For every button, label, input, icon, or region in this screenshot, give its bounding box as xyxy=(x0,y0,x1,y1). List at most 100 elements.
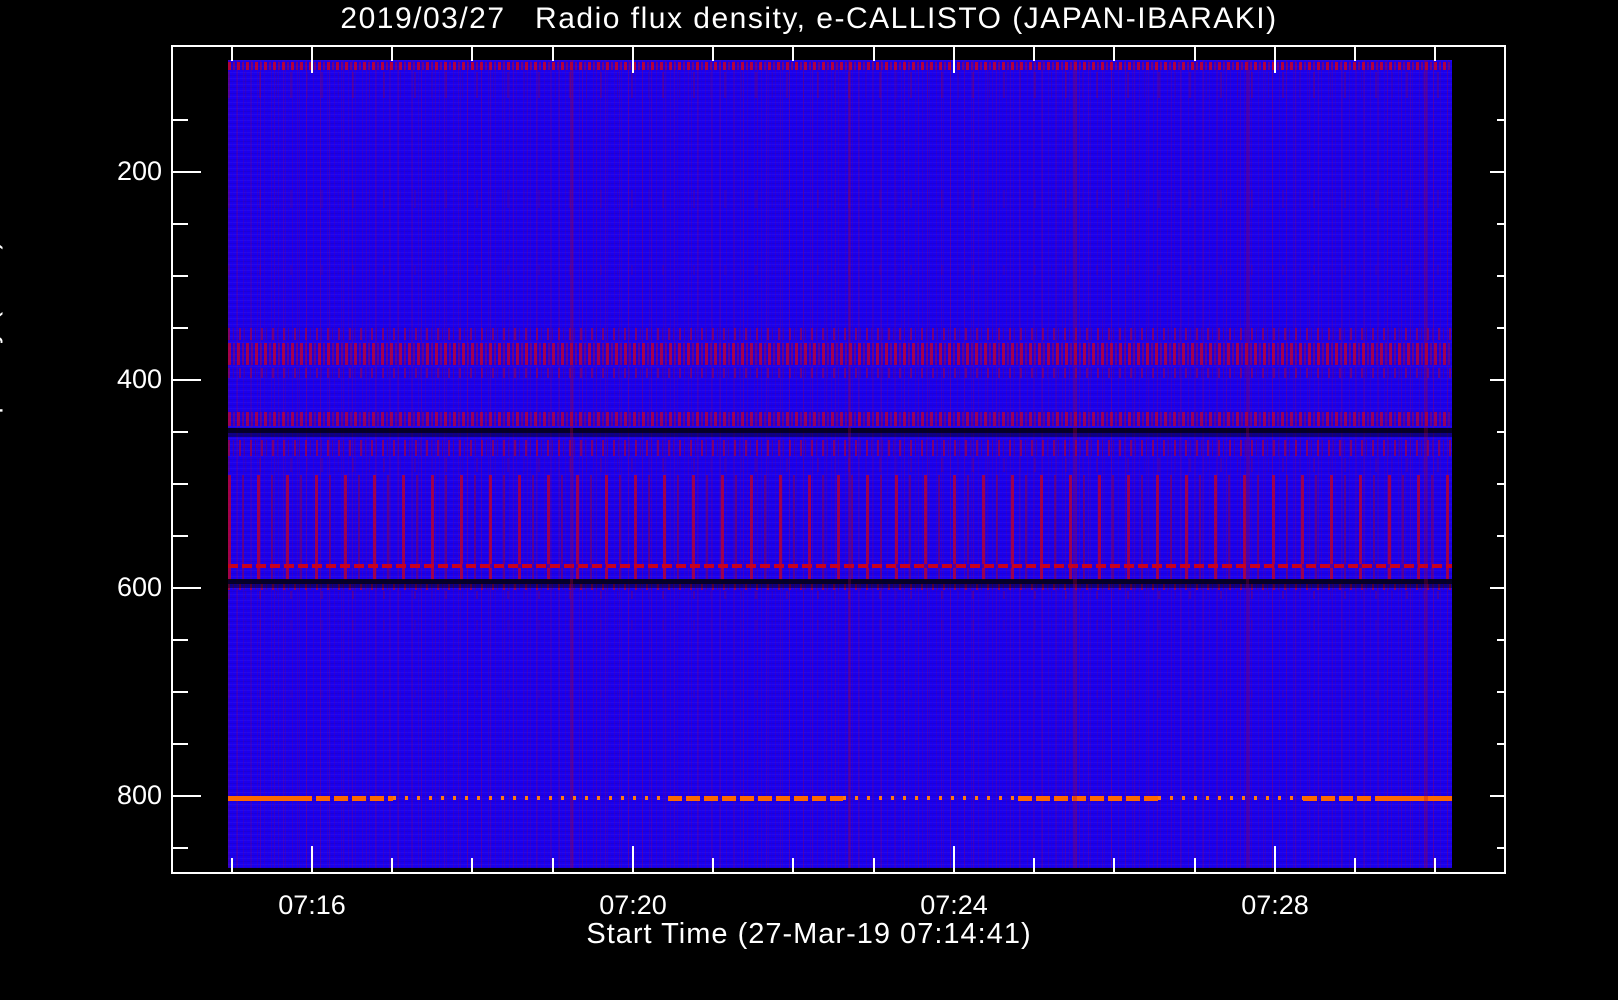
feature-orange-line-805mhz-seg4 xyxy=(668,796,843,801)
vertical-burst-column xyxy=(1424,60,1428,868)
x-major-tick-top xyxy=(1274,47,1276,73)
feature-orange-line-805mhz-seg2 xyxy=(298,796,393,801)
feature-transmitter-comb-region xyxy=(228,475,1452,580)
y-minor-tick-right xyxy=(1497,275,1506,277)
x-minor-tick xyxy=(1434,858,1436,872)
y-tick-label-400: 400 xyxy=(116,364,162,394)
x-tick-label-0716: 07:16 xyxy=(278,890,346,920)
feature-band-180mhz xyxy=(228,72,1452,98)
feature-bright-line-565mhz xyxy=(228,584,1452,590)
y-minor-tick xyxy=(173,639,188,641)
y-tick-label-800: 800 xyxy=(116,780,162,810)
y-minor-tick-right xyxy=(1497,119,1506,121)
x-minor-tick xyxy=(1113,858,1115,872)
x-minor-tick-top xyxy=(873,47,875,61)
y-minor-tick xyxy=(173,327,188,329)
x-minor-tick xyxy=(1033,858,1035,872)
feature-orange-line-805mhz-seg6 xyxy=(1018,796,1158,801)
feature-dark-line-595mhz xyxy=(228,579,1452,584)
vertical-burst-column xyxy=(570,60,573,868)
feature-band-385mhz xyxy=(228,368,1452,378)
feature-band-575mhz xyxy=(228,591,1452,599)
y-minor-tick-right xyxy=(1497,483,1506,485)
x-axis-title: Start Time (27-Mar-19 07:14:41) xyxy=(586,918,1032,950)
y-tick-label-200: 200 xyxy=(116,156,162,186)
y-minor-tick-right xyxy=(1497,743,1506,745)
y-minor-tick-right xyxy=(1497,327,1506,329)
x-minor-tick-top xyxy=(712,47,714,61)
x-major-tick xyxy=(311,846,313,872)
y-major-tick xyxy=(173,171,201,173)
feature-orange-line-805mhz-seg9 xyxy=(1383,796,1452,801)
x-tick-label-0728: 07:28 xyxy=(1241,890,1309,920)
x-minor-tick xyxy=(792,858,794,872)
x-minor-tick xyxy=(873,858,875,872)
feature-dark-halo-595mhz xyxy=(228,584,1452,588)
y-minor-tick-right xyxy=(1497,431,1506,433)
x-major-tick-top xyxy=(311,47,313,73)
x-minor-tick-top xyxy=(471,47,473,61)
plot-frame xyxy=(171,45,1506,874)
vertical-burst-column xyxy=(1246,60,1249,868)
x-minor-tick xyxy=(1354,858,1356,872)
y-minor-tick xyxy=(173,119,188,121)
x-tick-label-0720: 07:20 xyxy=(599,890,667,920)
feature-band-420mhz xyxy=(228,412,1452,426)
y-minor-tick-right xyxy=(1497,691,1506,693)
feature-orange-line-805mhz-seg7 xyxy=(1158,796,1303,800)
feature-dark-halo-430mhz xyxy=(228,433,1452,437)
feature-orange-line-805mhz-seg1 xyxy=(228,796,298,801)
y-minor-tick xyxy=(173,275,188,277)
x-minor-tick-top xyxy=(1434,47,1436,61)
feature-top-edge-rfi xyxy=(228,62,1452,70)
x-major-tick xyxy=(632,846,634,872)
horizontal-banding-texture xyxy=(228,60,1452,868)
x-minor-tick-top xyxy=(1033,47,1035,61)
y-minor-tick xyxy=(173,535,188,537)
spectrogram-image xyxy=(228,60,1452,868)
feature-bright-red-line-585mhz xyxy=(228,564,1452,568)
figure-title: 2019/03/27 Radio flux density, e-CALLIST… xyxy=(340,2,1278,35)
ripple-artifact-texture xyxy=(228,60,1452,868)
feature-orange-line-805mhz-seg3 xyxy=(393,796,668,800)
feature-band-365mhz xyxy=(228,343,1452,365)
vertical-burst-column xyxy=(848,60,851,868)
x-minor-tick-top xyxy=(552,47,554,61)
x-major-tick xyxy=(1274,846,1276,872)
y-minor-tick xyxy=(173,743,188,745)
y-minor-tick xyxy=(173,847,188,849)
y-minor-tick-right xyxy=(1497,639,1506,641)
vertical-burst-column xyxy=(1073,60,1077,868)
x-minor-tick-top xyxy=(1354,47,1356,61)
x-major-tick-top xyxy=(953,47,955,73)
y-major-tick xyxy=(173,795,201,797)
x-minor-tick-top xyxy=(1194,47,1196,61)
y-axis-title: Frequency (MHZ) xyxy=(0,239,3,466)
y-minor-tick-right xyxy=(1497,223,1506,225)
feature-band-465mhz xyxy=(228,458,1452,472)
x-minor-tick xyxy=(1194,858,1196,872)
x-minor-tick-top xyxy=(391,47,393,61)
y-major-tick-right xyxy=(1490,171,1506,173)
y-major-tick-right xyxy=(1490,587,1506,589)
feature-band-450mhz xyxy=(228,440,1452,456)
y-minor-tick xyxy=(173,431,188,433)
x-minor-tick xyxy=(552,858,554,872)
feature-band-240mhz xyxy=(228,190,1452,208)
y-minor-tick-right xyxy=(1497,847,1506,849)
x-minor-tick xyxy=(712,858,714,872)
x-minor-tick-top xyxy=(1113,47,1115,61)
y-minor-tick-right xyxy=(1497,535,1506,537)
x-major-tick-top xyxy=(632,47,634,73)
feature-band-620mhz xyxy=(228,620,1452,630)
y-major-tick-right xyxy=(1490,379,1506,381)
vertical-striping-texture xyxy=(228,60,1452,868)
y-minor-tick xyxy=(173,223,188,225)
feature-orange-line-805mhz-seg8 xyxy=(1303,796,1383,801)
x-minor-tick-top xyxy=(792,47,794,61)
y-major-tick-right xyxy=(1490,795,1506,797)
feature-dark-line-430mhz xyxy=(228,428,1452,433)
y-major-tick xyxy=(173,379,201,381)
x-major-tick xyxy=(953,846,955,872)
y-major-tick xyxy=(173,587,201,589)
